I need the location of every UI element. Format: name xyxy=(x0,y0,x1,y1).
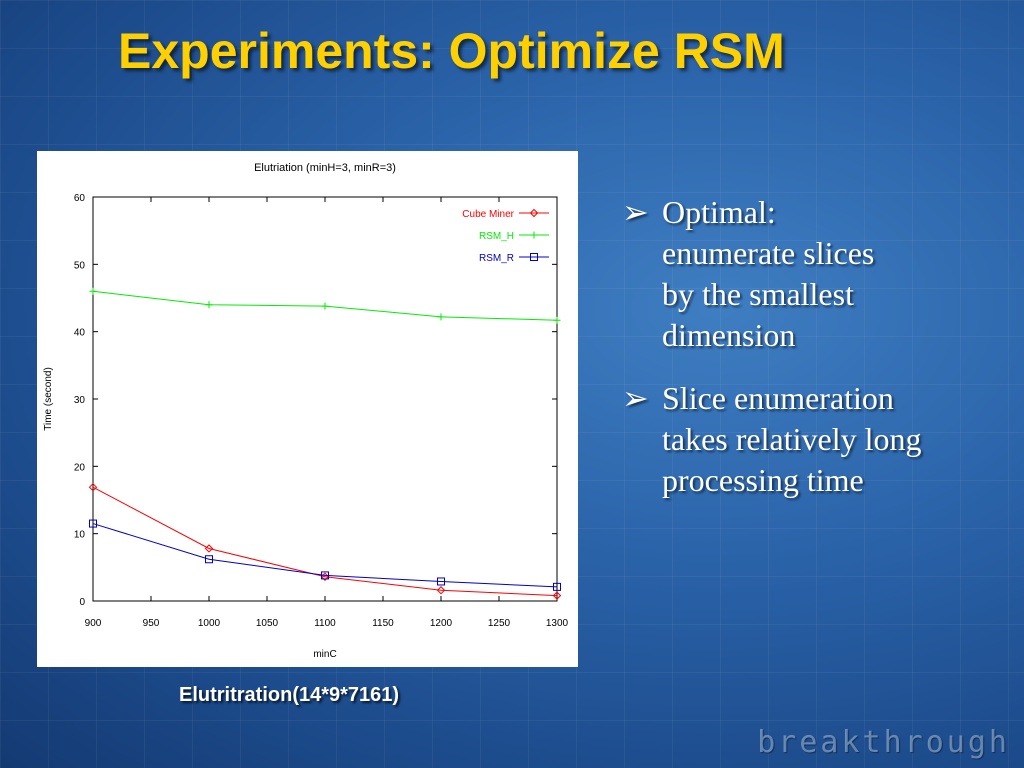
data-point xyxy=(553,582,561,591)
x-tick-label: 1050 xyxy=(256,618,279,629)
data-point xyxy=(89,287,97,295)
legend-label: RSM_R xyxy=(479,253,514,264)
bullet-line: takes relatively long xyxy=(662,421,922,457)
bullet-line: by the smallest xyxy=(662,276,854,312)
bullet-line: dimension xyxy=(662,317,796,353)
x-tick-label: 1100 xyxy=(314,618,336,629)
data-point xyxy=(436,586,446,595)
chart-panel: Elutriation (minH=3, minR=3) 900 950 1000 10… xyxy=(37,151,578,667)
data-point xyxy=(88,482,98,492)
legend-marker xyxy=(529,208,539,218)
y-tick-label: 60 xyxy=(74,193,86,204)
bullet-list: ➢ Optimal: enumerate slices by the small… xyxy=(622,192,1012,523)
series-line xyxy=(92,486,558,597)
data-point xyxy=(321,302,329,310)
arrow-bullet-icon: ➢ xyxy=(622,194,649,230)
bullet-line: enumerate slices xyxy=(662,235,875,271)
y-axis-label: Time (second) xyxy=(43,367,54,431)
y-tick-label: 20 xyxy=(74,462,86,473)
bullet-line: processing time xyxy=(662,462,864,498)
legend-label: Cube Miner xyxy=(462,209,514,220)
data-point xyxy=(205,555,213,564)
data-point xyxy=(321,571,329,580)
data-point xyxy=(552,591,562,600)
x-tick-label: 900 xyxy=(85,618,102,629)
y-tick-label: 50 xyxy=(74,260,86,271)
line-chart: Elutriation (minH=3, minR=3) 900 950 1000 10… xyxy=(43,162,569,660)
y-tick-label: 0 xyxy=(79,597,85,608)
legend-marker xyxy=(530,253,538,261)
x-tick-label: 1300 xyxy=(546,618,569,629)
x-tick-label: 1250 xyxy=(488,618,511,629)
legend-marker xyxy=(530,231,538,239)
bullet-line: Optimal: xyxy=(662,194,776,230)
data-point xyxy=(205,301,213,309)
x-tick-label: 1200 xyxy=(430,618,453,629)
data-point xyxy=(204,544,214,553)
chart-caption: Elutritration(14*9*7161) xyxy=(179,684,400,706)
bullet-item: ➢ Slice enumeration takes relatively lon… xyxy=(622,378,1012,501)
x-axis-label: minC xyxy=(313,649,336,660)
x-tick-label: 1000 xyxy=(198,618,221,629)
arrow-bullet-icon: ➢ xyxy=(622,380,649,416)
data-point xyxy=(553,316,561,324)
data-point xyxy=(437,313,445,321)
bullet-item: ➢ Optimal: enumerate slices by the small… xyxy=(622,192,1012,356)
x-tick-label: 1150 xyxy=(372,618,394,629)
y-tick-label: 30 xyxy=(74,395,86,406)
y-tick-label: 10 xyxy=(74,530,86,541)
series-line xyxy=(92,523,558,588)
legend-label: RSM_H xyxy=(479,231,514,242)
data-point xyxy=(89,519,97,528)
slide-title: Experiments: Optimize RSM xyxy=(118,23,785,79)
bullet-line: Slice enumeration xyxy=(662,380,894,416)
data-point xyxy=(437,577,445,586)
brand-watermark: breakthrough xyxy=(757,725,1010,760)
y-tick-label: 40 xyxy=(74,328,86,339)
chart-title: Elutriation (minH=3, minR=3) xyxy=(254,162,396,174)
x-tick-label: 950 xyxy=(143,618,160,629)
